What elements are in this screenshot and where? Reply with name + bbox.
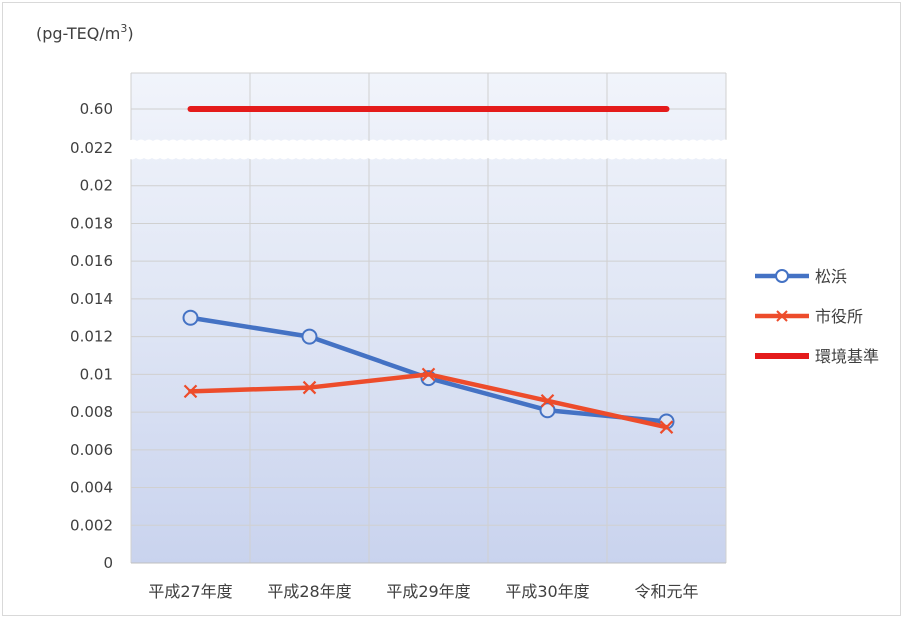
data-point-x xyxy=(659,420,674,434)
axis-break-band xyxy=(128,139,729,160)
data-point-x xyxy=(421,367,436,382)
legend-label: 市役所 xyxy=(815,307,863,326)
y-tick-label: 0.004 xyxy=(70,479,113,497)
x-category-label: 平成29年度 xyxy=(386,582,470,601)
line-chart: (pg-TEQ/m3) 0.60 0.022 0.02 0.018 0.016 0.014… xyxy=(36,22,879,601)
data-point-x xyxy=(302,380,317,395)
data-point-circle xyxy=(182,309,199,326)
y-tick-label: 0.006 xyxy=(70,441,113,459)
legend-label: 環境基準 xyxy=(815,347,879,366)
unit-label: (pg-TEQ/m3) xyxy=(36,22,134,43)
y-tick-label: 0.022 xyxy=(70,139,113,157)
x-axis-categories: 平成27年度 平成28年度 平成29年度 平成30年度 令和元年 xyxy=(148,582,698,601)
y-tick-label: 0.018 xyxy=(70,214,113,232)
x-category-label: 令和元年 xyxy=(634,582,698,601)
y-tick-label: 0.01 xyxy=(80,365,113,383)
y-tick-label: 0.60 xyxy=(80,100,113,118)
y-tick-label: 0 xyxy=(103,554,113,572)
data-point-x xyxy=(183,384,198,399)
data-point-circle xyxy=(539,402,556,419)
x-marker-stroke xyxy=(540,393,555,408)
x-marker-stroke xyxy=(421,367,436,382)
y-tick-label: 0.002 xyxy=(70,516,113,534)
y-tick-label: 0.014 xyxy=(70,290,113,308)
legend-marker-circle xyxy=(775,269,789,283)
gridlines xyxy=(130,72,727,564)
y-axis-ticks: 0.60 0.022 0.02 0.018 0.016 0.014 0.012 0.01 0.0… xyxy=(70,100,113,572)
x-category-label: 平成30年度 xyxy=(505,582,589,601)
x-marker-stroke xyxy=(659,420,674,434)
data-point-circle xyxy=(301,328,318,345)
data-point-x xyxy=(540,393,555,408)
x-marker-stroke xyxy=(302,380,317,395)
axis-break xyxy=(128,139,729,160)
y-tick-label: 0.016 xyxy=(70,252,113,270)
series-lines xyxy=(182,106,675,434)
y-tick-label: 0.02 xyxy=(80,177,113,195)
x-category-label: 平成28年度 xyxy=(267,582,351,601)
y-tick-label: 0.012 xyxy=(70,328,113,346)
legend-marker-x xyxy=(776,310,788,322)
x-marker-stroke xyxy=(183,384,198,399)
y-tick-label: 0.008 xyxy=(70,403,113,421)
x-category-label: 平成27年度 xyxy=(148,582,232,601)
legend-label: 松浜 xyxy=(815,267,847,286)
